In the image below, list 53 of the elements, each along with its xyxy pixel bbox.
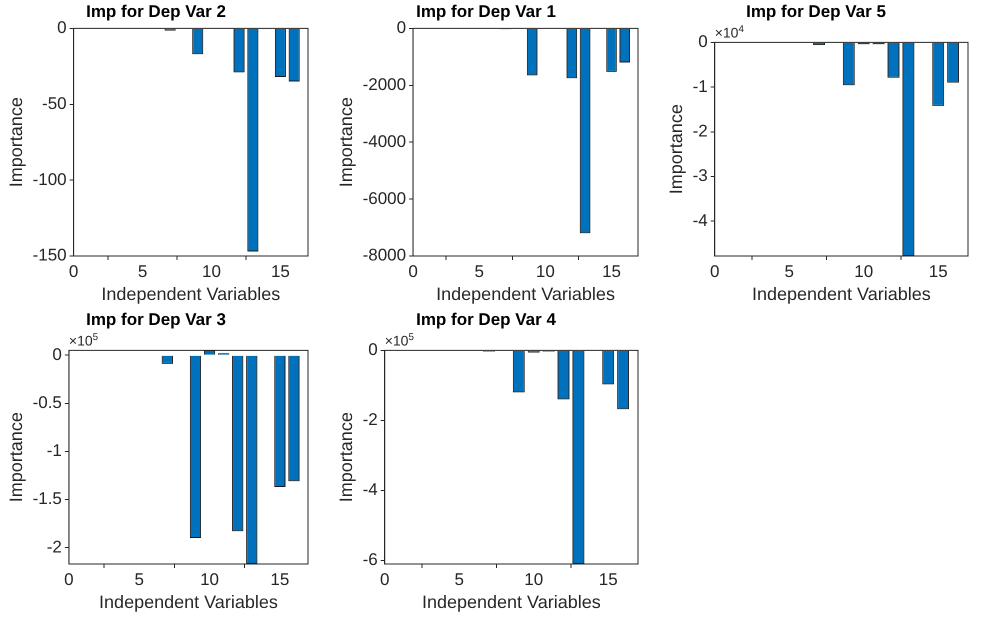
y-axis-title: Importance (666, 104, 686, 194)
x-tick-label: 10 (200, 570, 220, 589)
y-tick-label: -1 (46, 441, 62, 460)
y-tick-label: -1 (692, 76, 708, 96)
x-tick-label: 5 (134, 570, 144, 589)
x-tick-label: 15 (598, 570, 618, 589)
y-tick-label: -0.5 (32, 393, 62, 412)
x-tick-label: 10 (202, 262, 221, 281)
x-tick-label: 10 (524, 570, 544, 589)
y-tick-label: -4 (692, 210, 708, 230)
y-axis-title: Importance (6, 412, 26, 502)
y-tick-label: 0 (52, 344, 62, 364)
x-tick-label: 15 (928, 262, 948, 281)
chart-title: Imp for Dep Var 5 (746, 2, 886, 21)
x-tick-label: 10 (854, 262, 874, 281)
chart-title: Imp for Dep Var 1 (416, 2, 556, 21)
x-tick-label: 15 (270, 570, 290, 589)
x-tick-label: 5 (474, 262, 484, 281)
y-tick-label: 0 (368, 340, 378, 360)
y-tick-label: 0 (698, 32, 708, 52)
y-tick-label: -2 (362, 410, 378, 430)
y-tick-label: -2 (46, 537, 62, 556)
y-tick-label: -4000 (362, 132, 406, 151)
x-tick-label: 10 (536, 262, 555, 281)
y-tick-label: 0 (57, 18, 67, 38)
y-tick-label: -8000 (362, 246, 406, 265)
x-tick-label: 15 (602, 262, 621, 281)
y-tick-label: -6000 (362, 188, 406, 208)
y-tick-label: -6 (362, 550, 378, 570)
x-axis-title: Independent Variables (436, 284, 615, 304)
x-axis-title: Independent Variables (752, 284, 931, 304)
y-tick-label: -1.5 (32, 489, 62, 508)
y-tick-label: -3 (692, 166, 708, 186)
x-axis-title: Independent Variables (422, 592, 601, 612)
chart-title: Imp for Dep Var 4 (416, 310, 556, 329)
y-tick-label: -4 (362, 480, 378, 500)
x-tick-label: 5 (454, 570, 464, 589)
x-tick-label: 5 (138, 262, 148, 281)
x-tick-label: 5 (784, 262, 794, 281)
y-axis-title: Importance (336, 412, 356, 502)
y-axis-title: Importance (6, 97, 26, 188)
x-axis-title: Independent Variables (101, 284, 280, 304)
y-tick-label: -100 (32, 170, 67, 189)
x-tick-label: 15 (270, 262, 290, 281)
y-tick-label: -2 (692, 121, 708, 140)
chart-title: Imp for Dep Var 2 (86, 2, 226, 21)
y-axis-title: Importance (336, 97, 356, 188)
y-tick-label: -150 (32, 246, 67, 265)
y-tick-label: -2000 (362, 74, 406, 94)
y-tick-label: 0 (396, 18, 406, 38)
chart-title: Imp for Dep Var 3 (86, 310, 226, 329)
y-tick-label: -50 (42, 94, 67, 113)
x-axis-title: Independent Variables (99, 592, 278, 612)
